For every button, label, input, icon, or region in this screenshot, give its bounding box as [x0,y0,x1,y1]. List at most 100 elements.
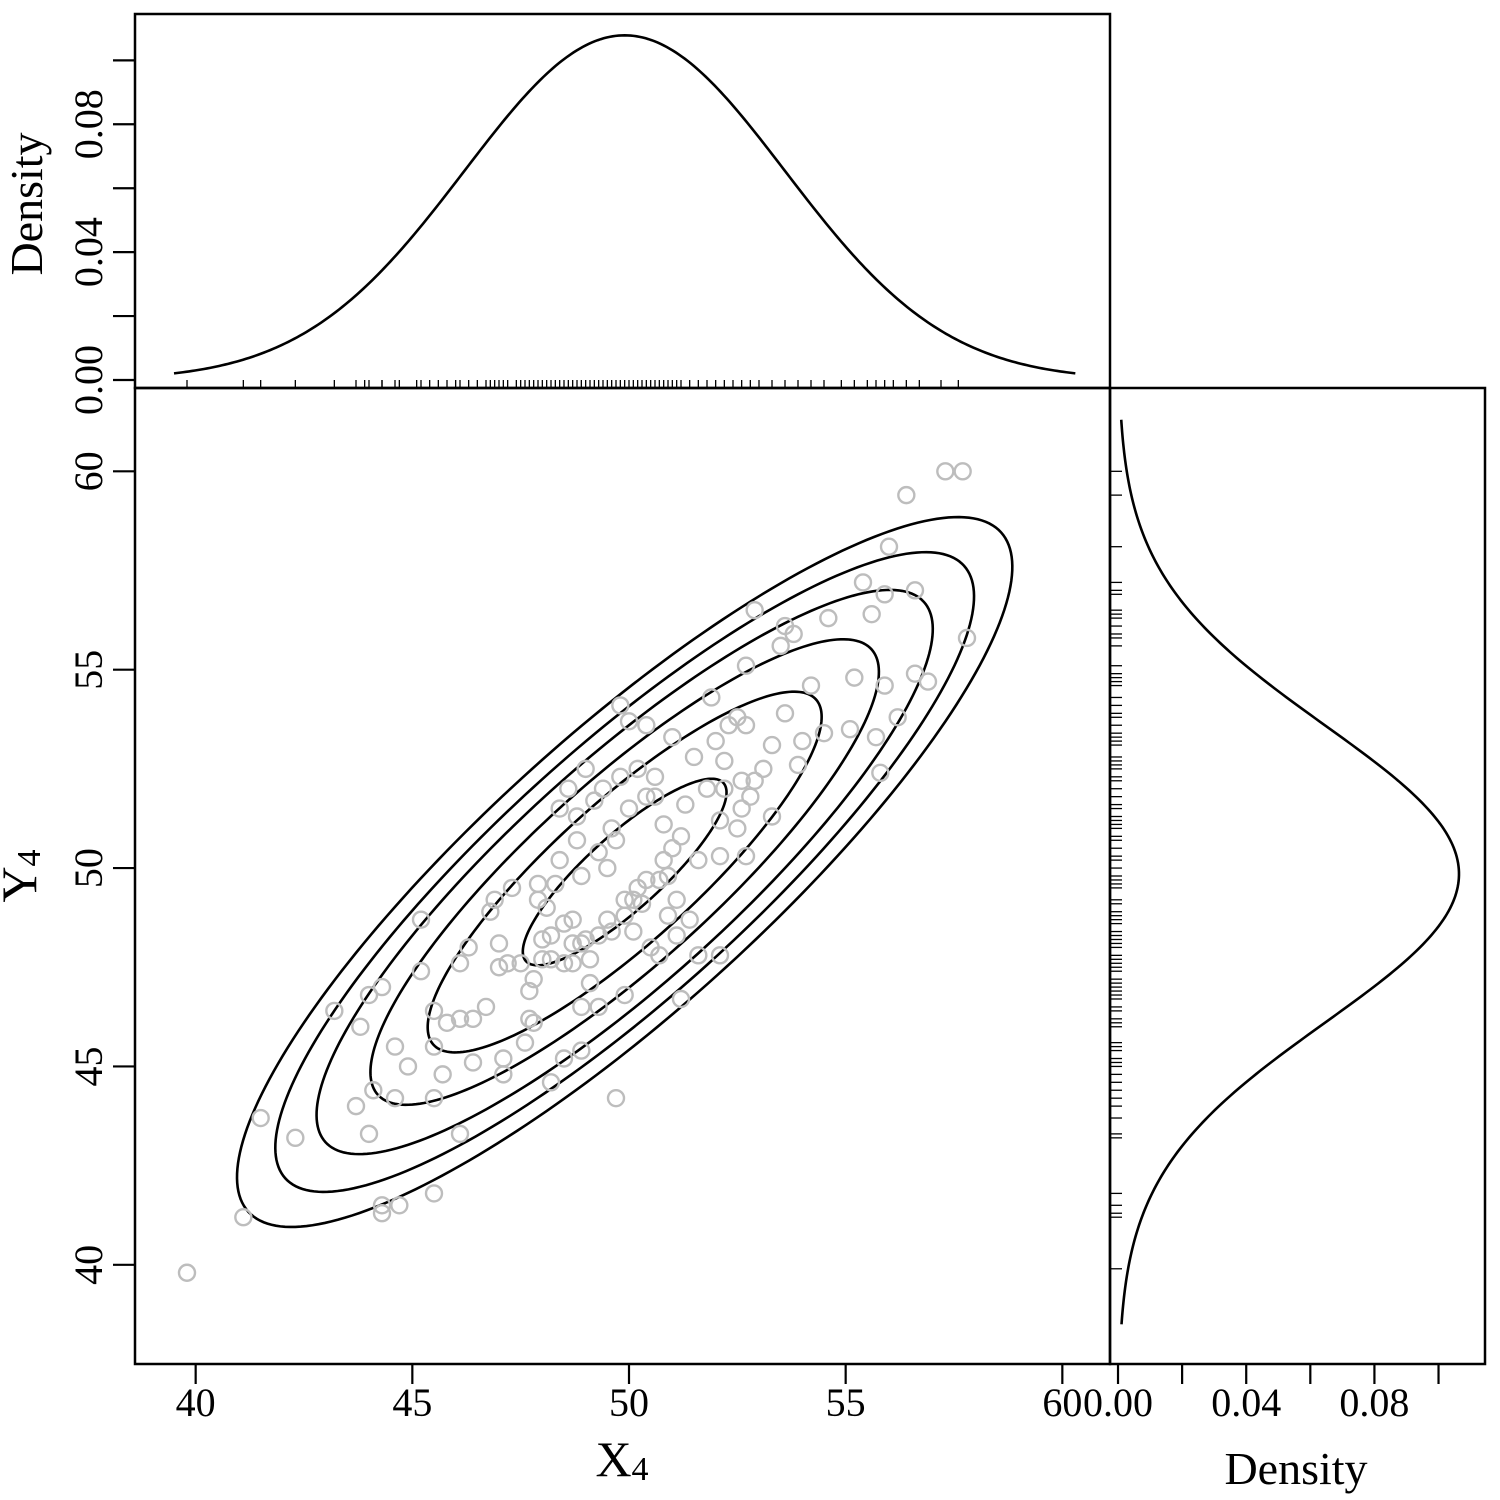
top-y-axis-label: Density [1,132,52,275]
scatter-point [351,1017,370,1036]
scatter-point [589,926,608,945]
scatter-point [450,1124,470,1144]
right-x-tick-label: 0.00 [1083,1380,1153,1425]
scatter-point [606,831,626,850]
scatter-point [450,1009,470,1029]
scatter-point [736,656,756,675]
scatter-point [879,537,899,556]
right-x-axis: 0.00 0.04 0.08 [1083,1364,1440,1425]
scatter-point [715,751,734,771]
scatter-point [546,874,565,894]
main-x-tick-label: 60 [1042,1380,1082,1425]
scatter-point [957,628,977,648]
main-x-axis-label: X4 [595,1431,648,1488]
scatter-point [888,708,907,727]
scatter-point [741,787,760,806]
scatter-point [598,858,617,878]
scatter-point [702,688,721,707]
scatter-point [654,815,673,834]
scatter-point [572,866,591,886]
scatter-point [632,894,652,913]
main-x-axis-label-subscript: 4 [632,1451,649,1488]
scatter-point [710,846,730,866]
scatter-point [177,1263,197,1282]
main-y-axis-label-main: Y [0,866,47,902]
scatter-point [524,969,543,989]
scatter-point [918,672,938,691]
density-contours-group [235,515,1014,1229]
right-x-tick-label: 0.04 [1211,1380,1281,1425]
scatter-point [589,997,608,1017]
scatter-point [550,799,569,818]
scatter-point [866,727,886,747]
scatter-point [793,731,812,751]
scatter-point [424,1037,444,1056]
scatter-point [862,604,881,624]
scatter-point [602,922,621,941]
scatter-point [650,946,669,965]
scatter-point [398,1057,418,1076]
main-x-axis: 40 45 50 55 60 [176,1364,1082,1425]
scatter-point [372,1196,392,1215]
top-y-axis: 0.00 0.04 0.08 [66,59,135,415]
top-panel-frame [133,12,1112,390]
main-y-axis: 40 45 50 55 60 [66,451,135,1285]
scatter-point [853,573,873,592]
scatter-point [871,763,890,783]
scatter-point [611,696,630,715]
scatter-point [645,787,665,806]
scatter-point [437,1013,457,1032]
right-marginal-panel: 0.00 0.04 0.08 Density [1083,386,1487,1494]
main-y-tick-label: 45 [66,1046,111,1086]
scatter-point [637,787,656,806]
scatter-point [637,716,656,735]
scatter-point [667,890,686,910]
scatter-point [585,791,604,810]
scatter-point [424,1184,444,1203]
density-contour [315,588,935,1156]
scatter-point [710,811,730,830]
scatter-point [359,985,379,1005]
scatter-point [286,1128,305,1148]
scatter-point [563,934,582,953]
scatter-point [515,1033,535,1052]
scatter-point [502,878,522,898]
scatter-point [936,462,955,481]
scatter-point [511,954,530,973]
scatter-point [450,954,470,973]
scatter-point [619,799,639,818]
scatter-point [411,962,431,981]
scatter-point [615,985,634,1005]
scatter-point [663,839,682,858]
scatter-point [567,831,587,850]
scatter-point [572,1041,591,1060]
scatter-point [572,997,591,1017]
scatter-point [676,795,695,814]
scatter-point [593,779,613,798]
scatter-point [424,1088,444,1108]
scatter-point [624,890,643,910]
scatter-point [680,910,699,929]
scatter-point [554,914,574,933]
scatter-point [710,946,730,965]
scatter-point [754,759,773,779]
top-y-tick-label: 0.00 [66,345,111,415]
scatter-point [875,676,894,695]
scatter-point [598,910,617,929]
scatter-point [615,906,634,925]
scatter-point [715,779,734,798]
scatter-point [463,1009,483,1029]
scatter-point [494,1049,513,1068]
right-density-curve-group [1119,419,1461,1325]
scatter-point [602,819,621,838]
top-y-tick-label: 0.04 [66,217,111,287]
scatter-point [459,938,478,957]
main-y-axis-label: Y4 [0,849,48,902]
scatter-point [732,799,751,818]
main-y-tick-label: 40 [66,1245,111,1285]
scatter-point [520,981,539,1001]
scatter-point [689,946,708,965]
scatter-point [645,767,665,787]
scatter-point [554,954,574,973]
